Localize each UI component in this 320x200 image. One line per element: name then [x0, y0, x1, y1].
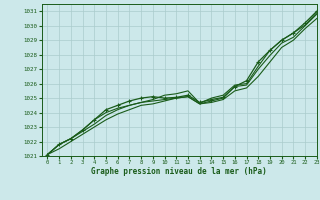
X-axis label: Graphe pression niveau de la mer (hPa): Graphe pression niveau de la mer (hPa) [91, 167, 267, 176]
